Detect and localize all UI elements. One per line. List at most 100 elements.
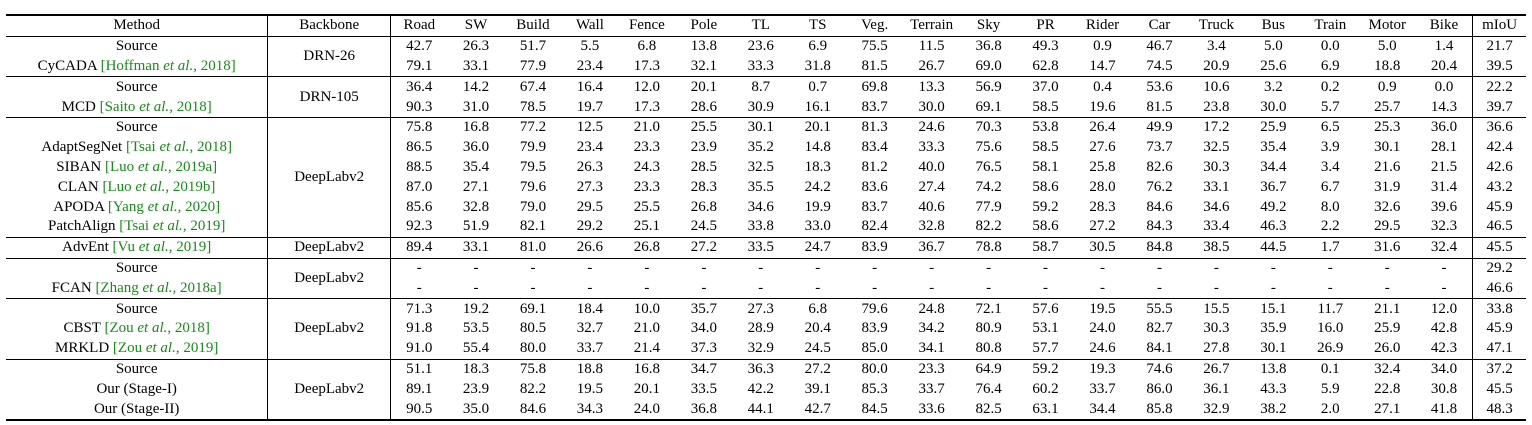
citation: [Zou et al., 2019] bbox=[112, 340, 219, 357]
value-cell: 36.0 bbox=[462, 139, 490, 156]
value-cell: 23.3 bbox=[633, 139, 660, 156]
value-cell: 80.8 bbox=[975, 340, 1002, 357]
value-cell: 16.8 bbox=[462, 119, 490, 136]
value-cell: 12.0 bbox=[1415, 298, 1474, 319]
value-cell: 84.6 bbox=[519, 400, 547, 417]
value-cell: 18.8 bbox=[1374, 57, 1401, 74]
value-cell: 8.7 bbox=[751, 78, 771, 95]
value-cell: 6.5 bbox=[1320, 119, 1340, 136]
value-cell: 27.8 bbox=[1203, 340, 1230, 357]
method-cell: CyCADA [Hoffman et al., 2018] bbox=[6, 56, 269, 77]
value-cell: 18.3 bbox=[462, 360, 490, 377]
backbone-cell: DeepLabv2 bbox=[267, 117, 392, 238]
value-cell: 58.1 bbox=[1032, 158, 1059, 175]
method-name: Source bbox=[115, 300, 158, 317]
value-cell: 20.1 bbox=[633, 380, 660, 397]
value-cell: 16.8 bbox=[633, 360, 660, 377]
value-cell: 30.9 bbox=[747, 98, 774, 115]
table-group: Source DeepLabv2 71.3 19.2 69.1 18.4 10.0 35.7 2… bbox=[6, 298, 1526, 360]
value-cell: 84.8 bbox=[1146, 239, 1173, 256]
value-cell: 69.0 bbox=[975, 57, 1002, 74]
table-group: Source DRN-105 36.4 14.2 67.4 16.4 12.0 20.1 8.7… bbox=[6, 76, 1526, 118]
column-header: Motor bbox=[1368, 17, 1407, 34]
value-cell: 23.4 bbox=[576, 139, 604, 156]
value-cell: 17.2 bbox=[1203, 119, 1230, 136]
value-cell: 81.2 bbox=[861, 158, 888, 175]
value-cell: 15.5 bbox=[1203, 300, 1230, 317]
value-cell: 2.0 bbox=[1320, 400, 1340, 417]
value-cell: 36.1 bbox=[1203, 380, 1230, 397]
table-row: MCD [Saito et al., 2018] 90.3 31.0 78.5 19.7… bbox=[6, 97, 1526, 118]
value-cell: 33.5 bbox=[747, 239, 774, 256]
method-name: Our (Stage-I) bbox=[96, 380, 177, 397]
value-cell: 25.5 bbox=[690, 119, 717, 136]
value-cell: 46.5 bbox=[1486, 218, 1513, 235]
value-cell: 21.7 bbox=[1486, 38, 1513, 55]
method-name: MCD bbox=[61, 98, 96, 115]
value-cell: 25.9 bbox=[1260, 119, 1287, 136]
value-cell: 34.2 bbox=[918, 320, 945, 337]
value-cell: 64.9 bbox=[975, 360, 1002, 377]
value-cell: 36.4 bbox=[406, 78, 433, 95]
value-cell: 75.6 bbox=[975, 139, 1002, 156]
column-header: Bike bbox=[1415, 15, 1474, 37]
value-cell: - bbox=[986, 279, 992, 296]
value-cell: 84.3 bbox=[1146, 218, 1173, 235]
value-cell: 84.6 bbox=[1146, 198, 1173, 215]
value-cell: 24.0 bbox=[633, 400, 660, 417]
value-cell: 82.4 bbox=[861, 218, 888, 235]
value-cell: 79.5 bbox=[519, 158, 547, 175]
value-cell: 19.5 bbox=[576, 380, 604, 397]
value-cell: 75.8 bbox=[519, 360, 547, 377]
table-row: AdaptSegNet [Tsai et al., 2018] 86.5 36.0 7… bbox=[6, 137, 1526, 158]
value-cell: 21.5 bbox=[1415, 157, 1474, 178]
backbone-cell: DeepLabv2 bbox=[267, 258, 392, 299]
table-row: FCAN [Zhang et al., 2018a] - - - - - - - - - - - - - -… bbox=[6, 278, 1526, 299]
method-name: Our (Stage-II) bbox=[93, 400, 180, 417]
value-cell: 51.9 bbox=[462, 218, 490, 235]
method-name: SIBAN bbox=[56, 158, 102, 175]
value-cell: 78.5 bbox=[519, 98, 547, 115]
value-cell: - bbox=[1415, 278, 1474, 299]
value-cell: - bbox=[815, 279, 821, 296]
value-cell: 26.4 bbox=[1089, 119, 1116, 136]
value-cell: - bbox=[1415, 258, 1474, 279]
value-cell: 49.3 bbox=[1032, 38, 1059, 55]
value-cell: 46.6 bbox=[1486, 279, 1513, 296]
value-cell: 42.8 bbox=[1415, 318, 1474, 339]
value-cell: 29.5 bbox=[1374, 218, 1401, 235]
column-header: Veg. bbox=[861, 17, 889, 34]
value-cell: - bbox=[1156, 279, 1162, 296]
value-cell: 33.4 bbox=[1203, 218, 1230, 235]
value-cell: 3.4 bbox=[1207, 38, 1226, 55]
column-header: Method bbox=[6, 15, 269, 37]
value-cell: 55.4 bbox=[462, 340, 490, 357]
value-cell: 30.1 bbox=[1260, 340, 1287, 357]
value-cell: 62.8 bbox=[1032, 57, 1059, 74]
value-cell: - bbox=[587, 259, 593, 276]
value-cell: 80.0 bbox=[519, 340, 547, 357]
value-cell: - bbox=[587, 279, 593, 296]
value-cell: 33.3 bbox=[918, 139, 945, 156]
value-cell: 18.3 bbox=[804, 158, 831, 175]
method-cell: APODA [Yang et al., 2020] bbox=[6, 197, 269, 217]
value-cell: 46.3 bbox=[1260, 218, 1287, 235]
column-header: Road bbox=[403, 17, 436, 34]
value-cell: - bbox=[1327, 279, 1333, 296]
value-cell: 3.2 bbox=[1263, 78, 1283, 95]
value-cell: 28.9 bbox=[747, 320, 774, 337]
value-cell: 32.8 bbox=[462, 198, 490, 215]
value-cell: 24.6 bbox=[1089, 340, 1116, 357]
value-cell: 33.3 bbox=[747, 57, 774, 74]
value-cell: 33.7 bbox=[1089, 380, 1116, 397]
value-cell: 39.1 bbox=[804, 380, 831, 397]
value-cell: 29.2 bbox=[1486, 259, 1513, 276]
value-cell: 53.1 bbox=[1032, 320, 1059, 337]
value-cell: - bbox=[416, 259, 422, 276]
value-cell: - bbox=[929, 259, 935, 276]
value-cell: 20.9 bbox=[1203, 57, 1230, 74]
value-cell: 42.7 bbox=[406, 38, 433, 55]
value-cell: - bbox=[473, 259, 479, 276]
value-cell: 25.9 bbox=[1374, 320, 1401, 337]
value-cell: 43.2 bbox=[1486, 178, 1513, 195]
